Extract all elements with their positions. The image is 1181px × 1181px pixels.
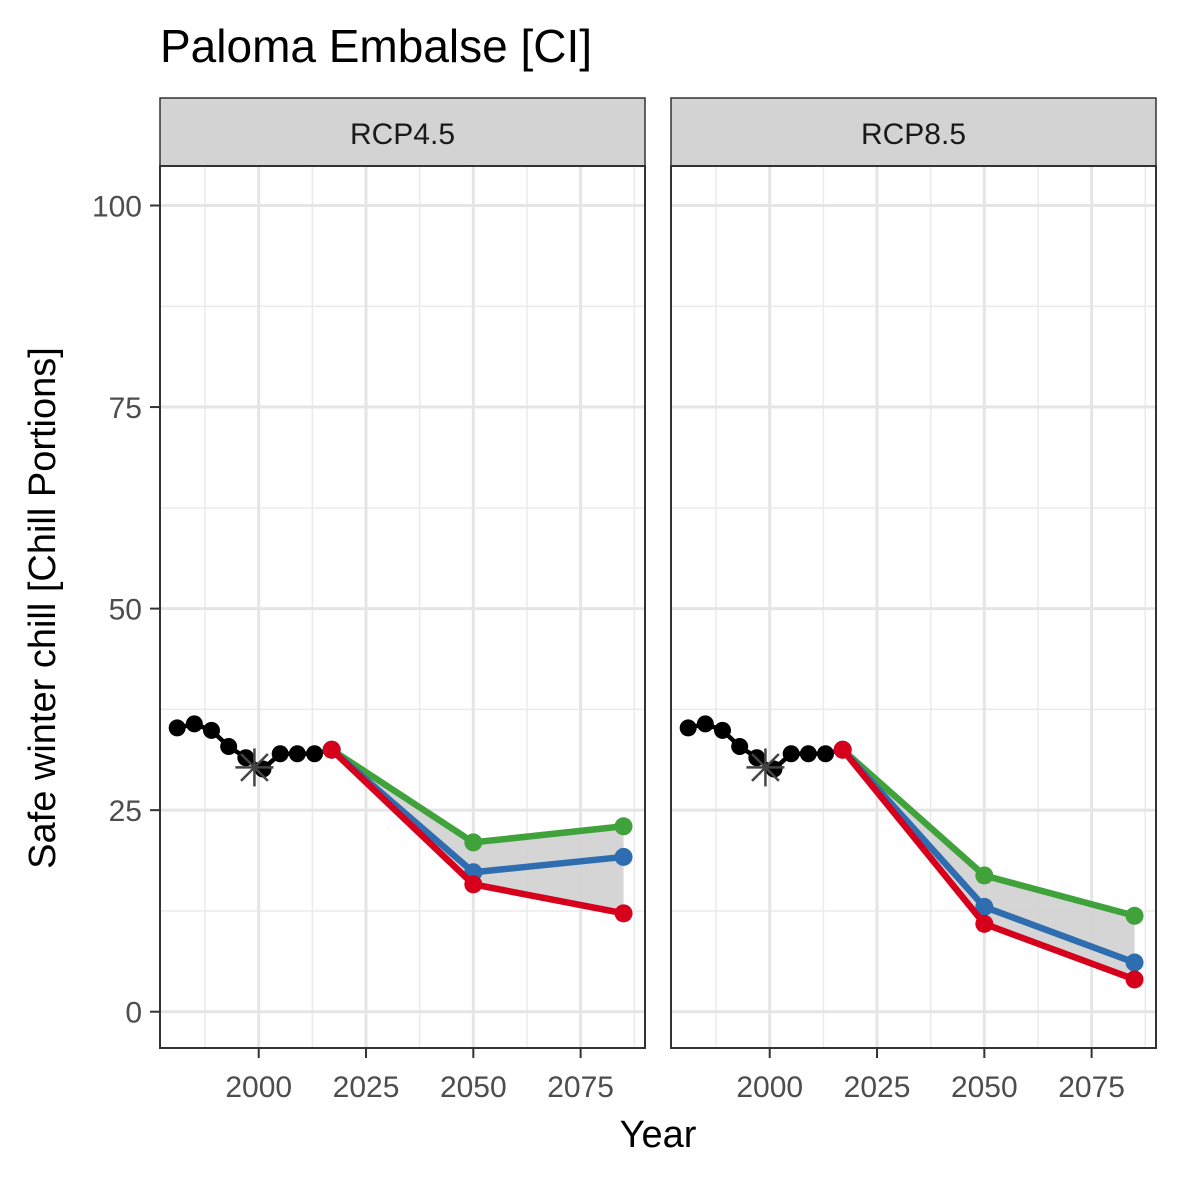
series-point-green: [464, 833, 483, 852]
historic-point: [271, 745, 289, 763]
historic-point: [185, 715, 203, 733]
reference-asterisk: [235, 748, 274, 787]
series-point-green: [614, 817, 633, 836]
x-axis-ticks: 2000 2025 2050 2075: [225, 1048, 614, 1104]
series-point-red: [833, 740, 852, 759]
panel-strip-label: RCP8.5: [861, 118, 966, 151]
y-tick-label: 50: [109, 594, 142, 627]
y-axis-ticks: 0 25 50 75 100: [92, 191, 160, 1030]
x-tick-label: 2000: [736, 1071, 803, 1104]
panel-border: [670, 165, 1157, 1049]
x-axis-ticks: 2000 2025 2050 2075: [736, 1048, 1125, 1104]
x-tick-label: 2050: [440, 1071, 507, 1104]
historic-point: [288, 745, 306, 763]
y-tick-label: 0: [125, 997, 142, 1030]
uncertainty-band: [842, 749, 1135, 980]
historic-point: [817, 745, 835, 763]
series-point-green: [1125, 906, 1144, 925]
reference-asterisk: [746, 748, 785, 787]
historic-point: [220, 737, 238, 755]
historic-point: [782, 745, 800, 763]
historic-point: [714, 721, 732, 739]
x-tick-label: 2025: [844, 1071, 911, 1104]
chart-title: Paloma Embalse [CI]: [160, 20, 592, 72]
plot-area: [670, 165, 1157, 1049]
historic-point: [168, 719, 186, 737]
series-point-blue: [614, 847, 633, 866]
historic-point: [731, 737, 749, 755]
historic-point: [306, 745, 324, 763]
x-tick-label: 2000: [225, 1071, 292, 1104]
x-tick-label: 2050: [951, 1071, 1018, 1104]
series-point-red: [975, 914, 994, 933]
y-tick-label: 100: [92, 191, 142, 224]
historic-point: [696, 715, 714, 733]
x-axis-label: Year: [620, 1114, 697, 1156]
series-point-blue: [1125, 953, 1144, 972]
series-point-red: [1125, 970, 1144, 989]
panel-rcp85: RCP8.5 2000 2025 2050 2075: [670, 97, 1157, 1104]
plot-area: [159, 165, 646, 1049]
series-point-red: [614, 904, 633, 923]
panel-background: [160, 166, 645, 1048]
historic-point: [799, 745, 817, 763]
x-tick-label: 2075: [1058, 1071, 1125, 1104]
series-point-red: [464, 875, 483, 894]
panel-strip-label: RCP4.5: [350, 118, 455, 151]
y-tick-label: 75: [109, 392, 142, 425]
x-tick-label: 2025: [333, 1071, 400, 1104]
series-point-red: [322, 740, 341, 759]
panel-strip: [670, 97, 1157, 167]
x-tick-label: 2075: [547, 1071, 614, 1104]
panel-rcp45: RCP4.5 2000 2025 2050 2075: [159, 97, 646, 1104]
panel-strip: [159, 97, 646, 167]
historic-point: [203, 721, 221, 739]
panel-border: [159, 165, 646, 1049]
y-axis-label: Safe winter chill [Chill Portions]: [22, 347, 64, 869]
historic-point: [679, 719, 697, 737]
series-point-blue: [975, 897, 994, 916]
uncertainty-band: [331, 749, 624, 914]
series-point-green: [975, 866, 994, 885]
y-tick-label: 25: [109, 795, 142, 828]
